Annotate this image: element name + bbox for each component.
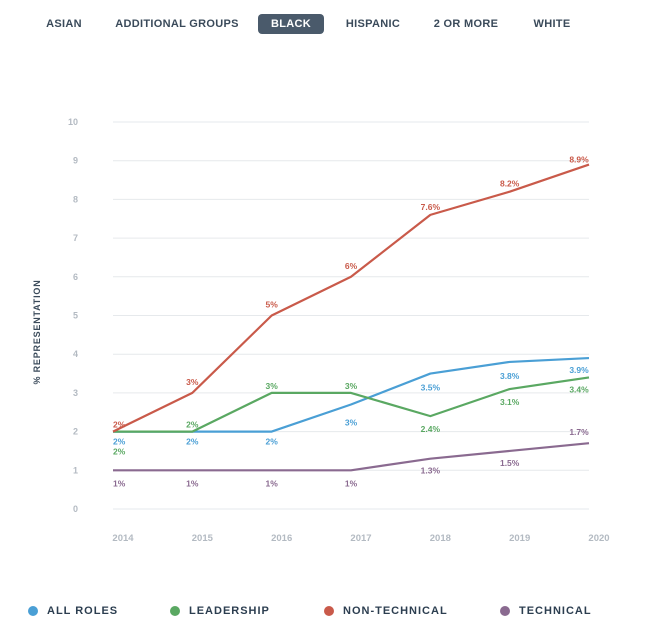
legend-item-technical[interactable]: TECHNICAL — [500, 603, 592, 619]
y-tick-label: 9 — [73, 156, 78, 166]
legend-label: NON-TECHNICAL — [343, 605, 448, 617]
data-label: 7.6% — [421, 202, 441, 212]
series-line-technical — [113, 442, 590, 472]
data-label: 8.9% — [569, 155, 589, 165]
y-tick-label: 5 — [73, 311, 78, 321]
tab-hispanic[interactable]: HISPANIC — [345, 18, 401, 30]
data-label: 2% — [186, 420, 199, 430]
x-tick-label: 2017 — [350, 533, 371, 544]
x-tick-label: 2015 — [192, 533, 214, 544]
tab-additional-groups[interactable]: ADDITIONAL GROUPS — [115, 18, 239, 30]
y-tick-label: 1 — [73, 465, 78, 475]
data-label: 3.5% — [421, 383, 441, 393]
x-tick-label: 2020 — [588, 533, 609, 544]
data-label: 2.4% — [421, 424, 441, 434]
data-label: 2% — [113, 447, 126, 457]
data-label: 3% — [345, 418, 358, 428]
legend-label: TECHNICAL — [519, 605, 592, 617]
legend-item-leadership[interactable]: LEADERSHIP — [170, 603, 270, 619]
data-label: 3% — [186, 377, 199, 387]
data-label: 8.2% — [500, 179, 520, 189]
x-tick-label: 2016 — [271, 533, 292, 544]
y-tick-label: 8 — [73, 194, 78, 204]
y-tick-label: 10 — [68, 117, 78, 127]
data-label: 1% — [113, 478, 126, 488]
data-label: 3.8% — [500, 371, 520, 381]
data-label: 1% — [186, 478, 199, 488]
y-tick-label: 7 — [73, 233, 78, 243]
y-tick-label: 2 — [73, 427, 78, 437]
data-label: 3.4% — [569, 384, 589, 394]
legend-swatch — [500, 606, 510, 616]
legend-swatch — [170, 606, 180, 616]
y-axis: 0 1 2 3 4 5 6 7 8 9 10 — [68, 117, 78, 514]
data-label: 3.9% — [569, 365, 589, 375]
data-label: 1.3% — [421, 466, 441, 476]
data-label: 3% — [266, 381, 279, 391]
legend-item-all-roles[interactable]: ALL ROLES — [28, 603, 118, 619]
legend-label: LEADERSHIP — [189, 605, 270, 617]
legend-label: ALL ROLES — [47, 605, 119, 617]
y-tick-label: 3 — [73, 388, 78, 398]
tab-2-or-more[interactable]: 2 OR MORE — [433, 18, 499, 30]
y-tick-label: 6 — [73, 272, 78, 282]
series-lines — [112, 163, 590, 472]
data-label: 2% — [266, 437, 279, 447]
x-tick-label: 2014 — [112, 533, 134, 544]
x-axis: 2014 2015 2016 2017 2018 2019 2020 — [112, 533, 609, 544]
data-label: 5% — [266, 300, 279, 310]
chart-legend: ALL ROLES LEADERSHIP NON-TECHNICAL TECHN… — [0, 603, 647, 619]
data-label: 1.5% — [500, 458, 520, 468]
legend-swatch — [324, 606, 334, 616]
data-label: 1% — [266, 478, 279, 488]
legend-item-non-technical[interactable]: NON-TECHNICAL — [324, 603, 448, 619]
y-tick-label: 0 — [73, 504, 78, 514]
series-line-leadership — [113, 376, 590, 433]
demographic-tabs: ASIAN ADDITIONAL GROUPS BLACK HISPANIC 2… — [0, 14, 647, 34]
data-label: 1.7% — [569, 427, 589, 437]
tab-white[interactable]: WHITE — [533, 18, 571, 30]
x-tick-label: 2018 — [430, 533, 451, 544]
data-label: 2% — [113, 420, 126, 430]
data-label: 2% — [186, 437, 199, 447]
data-label: 2% — [113, 437, 126, 447]
x-tick-label: 2019 — [509, 533, 530, 544]
data-label: 3% — [345, 381, 358, 391]
y-tick-label: 4 — [73, 349, 78, 359]
tab-black[interactable]: BLACK — [258, 14, 324, 34]
data-label: 3.1% — [500, 397, 520, 407]
series-line-non-technical — [112, 163, 590, 433]
data-labels: 2% 2% 2%3%3.5%3.8%3.9%2%2%3% 3%2.4%3.1%3.4%… — [113, 155, 589, 489]
y-axis-title: % REPRESENTATION — [32, 280, 42, 385]
data-label: 6% — [345, 261, 358, 271]
legend-swatch — [28, 606, 38, 616]
data-label: 1% — [345, 478, 358, 488]
tab-asian[interactable]: ASIAN — [46, 18, 82, 30]
